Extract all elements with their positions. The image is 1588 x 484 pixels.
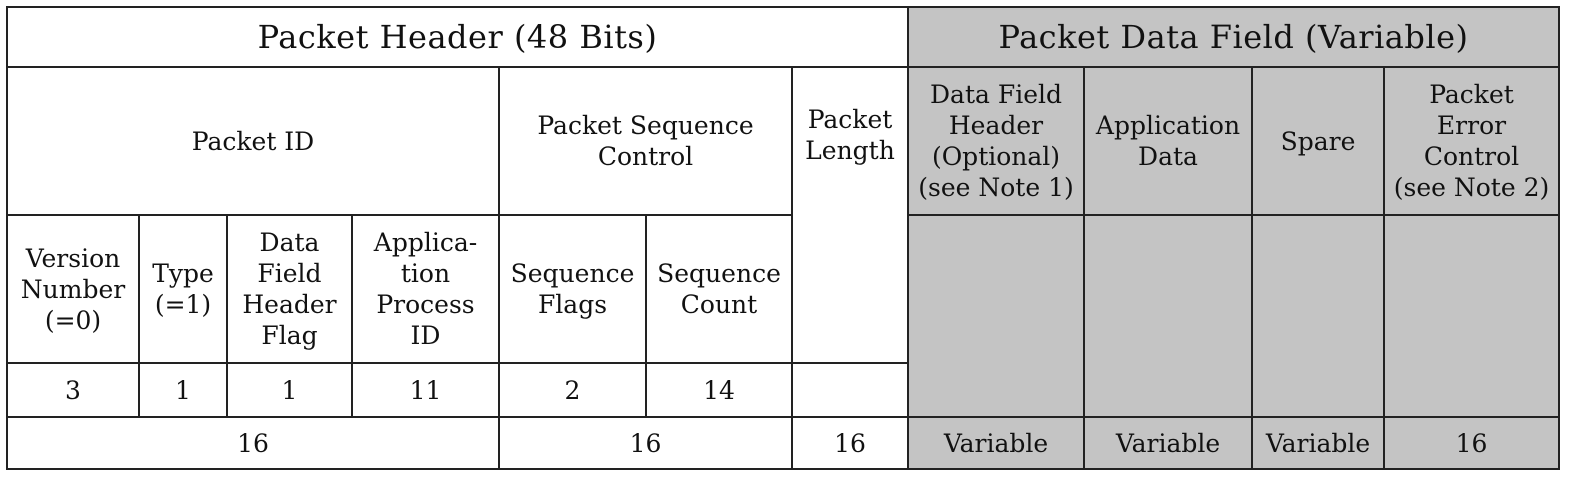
type-label: Type (=1) <box>152 259 214 319</box>
packet-data-field-title: Packet Data Field (Variable) <box>907 6 1560 68</box>
spare-label: Spare <box>1280 126 1356 156</box>
version-number-cell: Version Number (=0) <box>6 214 140 364</box>
data-field-header-flag-bits: 1 <box>226 362 353 418</box>
bit-width-row: 3 1 1 11 2 14 <box>6 362 1559 418</box>
packet-length-label: Packet Length <box>805 105 895 165</box>
application-process-id-cell: Applica- tion Process ID <box>351 214 500 364</box>
packet-id-total: 16 <box>6 416 500 470</box>
spare-empty <box>1251 214 1385 418</box>
data-field-header-flag-cell: Data Field Header Flag <box>226 214 353 364</box>
application-process-id-bits: 11 <box>351 362 500 418</box>
sequence-count-bits: 14 <box>645 362 793 418</box>
packet-error-control-empty <box>1383 214 1560 418</box>
total-bits-row: 16 16 16 Variable Variable Variable 16 <box>6 416 1560 470</box>
packet-error-control-total: 16 <box>1383 416 1560 470</box>
packet-error-control-cell: Packet Error Control (see Note 2) <box>1383 66 1560 216</box>
sequence-flags-cell: Sequence Flags <box>498 214 647 364</box>
sequence-flags-label: Sequence Flags <box>510 259 635 319</box>
packet-length-cell: Packet Length <box>791 66 909 364</box>
data-field-header-flag-label: Data Field Header Flag <box>242 228 337 350</box>
type-bits: 1 <box>138 362 228 418</box>
application-data-cell: Application Data <box>1083 66 1253 216</box>
packet-error-control-label: Packet Error Control (see Note 2) <box>1393 80 1550 202</box>
application-process-id-label: Applica- tion Process ID <box>373 228 478 350</box>
packet-header-title: Packet Header (48 Bits) <box>6 6 909 68</box>
sequence-flags-bits: 2 <box>498 362 647 418</box>
sequence-count-cell: Sequence Count <box>645 214 793 364</box>
data-field-header-cell: Data Field Header (Optional) (see Note 1… <box>907 66 1085 216</box>
packet-id-cell: Packet ID <box>6 66 500 216</box>
application-data-total: Variable <box>1083 416 1253 470</box>
header-row: Packet Header (48 Bits) Packet Data Fiel… <box>6 6 1560 68</box>
data-field-header-label: Data Field Header (Optional) (see Note 1… <box>918 80 1074 202</box>
packet-structure-diagram: Packet Header (48 Bits) Packet Data Fiel… <box>6 6 1560 470</box>
data-field-header-empty <box>907 214 1085 418</box>
field-group-row: Packet ID Packet Sequence Control Packet… <box>6 66 1560 364</box>
packet-sequence-control-label: Packet Sequence Control <box>537 111 754 171</box>
application-data-label: Application Data <box>1095 111 1241 171</box>
version-number-bits: 3 <box>6 362 140 418</box>
sequence-count-label: Sequence Count <box>657 259 781 319</box>
packet-length-total: 16 <box>791 416 909 470</box>
packet-format-table: Packet Header (48 Bits) Packet Data Fiel… <box>6 6 1560 470</box>
version-number-label: Version Number (=0) <box>20 243 126 335</box>
spare-cell: Spare <box>1251 66 1385 216</box>
spare-total: Variable <box>1251 416 1385 470</box>
packet-id-label: Packet ID <box>191 126 315 156</box>
packet-sequence-control-total: 16 <box>498 416 793 470</box>
packet-length-bits-empty <box>791 362 909 418</box>
application-data-empty <box>1083 214 1253 418</box>
subfield-row: Version Number (=0) Type (=1) Data Field… <box>6 214 1560 418</box>
data-field-header-total: Variable <box>907 416 1085 470</box>
type-cell: Type (=1) <box>138 214 228 364</box>
packet-sequence-control-cell: Packet Sequence Control <box>498 66 793 216</box>
